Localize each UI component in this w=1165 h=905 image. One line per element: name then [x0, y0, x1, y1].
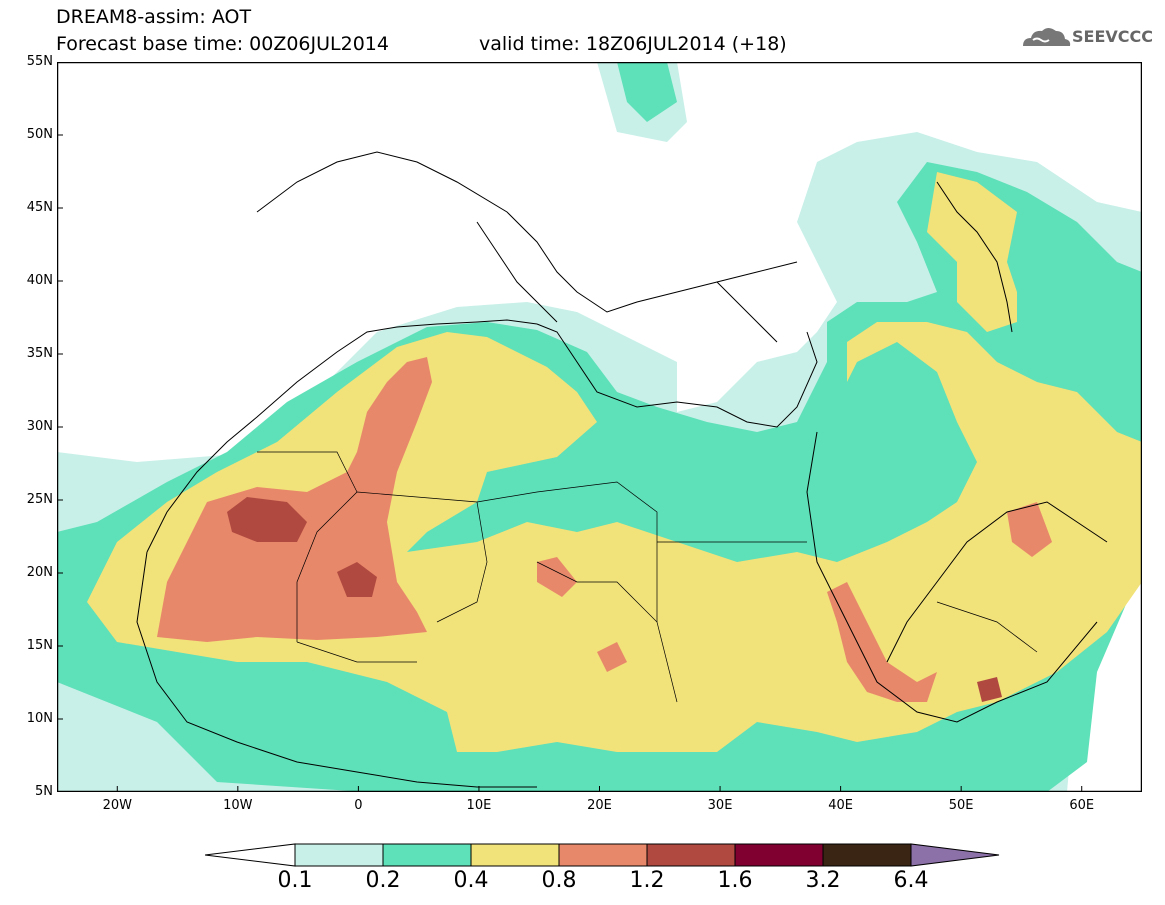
colorbar-label: 1.2: [629, 868, 665, 893]
colorbar-min-arrow: [205, 843, 296, 867]
colorbar-segment: [294, 843, 384, 867]
aot-field-1-2: [227, 497, 1002, 702]
lat-label: 50N: [26, 127, 53, 142]
lat-label: 30N: [26, 419, 53, 434]
colorbar-segment: [734, 843, 824, 867]
lat-label: 35N: [26, 346, 53, 361]
colorbar-segment: [382, 843, 472, 867]
colorbar: [205, 843, 1000, 867]
aot-map: [57, 62, 1142, 792]
colorbar-segment: [470, 843, 560, 867]
colorbar-segment: [558, 843, 648, 867]
colorbar-label: 0.1: [277, 868, 313, 893]
colorbar-label: 0.8: [541, 868, 577, 893]
lon-label: 10W: [223, 798, 253, 813]
lon-label: 20E: [587, 798, 612, 813]
colorbar-segment: [646, 843, 736, 867]
lon-label: 0: [354, 798, 363, 813]
map-title: DREAM8-assim: AOT: [56, 6, 252, 28]
lat-label: 45N: [26, 200, 53, 215]
lon-label: 40E: [828, 798, 853, 813]
colorbar-max-arrow: [910, 843, 1000, 867]
lon-label: 20W: [102, 798, 132, 813]
lat-label: 20N: [26, 565, 53, 580]
lat-label: 5N: [35, 784, 53, 799]
lon-label: 60E: [1069, 798, 1095, 813]
base-time: Forecast base time: 00Z06JUL2014: [56, 33, 389, 55]
colorbar-label: 0.4: [453, 868, 489, 893]
coastlines: [136, 151, 1108, 788]
colorbar-label: 1.6: [717, 868, 753, 893]
lat-label: 15N: [26, 638, 53, 653]
lon-label: 50E: [948, 798, 974, 813]
colorbar-label: 0.2: [365, 868, 401, 893]
country-borders: [257, 451, 1038, 703]
lon-label: 30E: [707, 798, 733, 813]
colorbar-label: 3.2: [805, 868, 841, 893]
lat-label: 25N: [26, 492, 53, 507]
cloud-logo-icon: [1023, 28, 1071, 46]
colorbar-label: 6.4: [893, 868, 929, 893]
valid-time: valid time: 18Z06JUL2014 (+18): [479, 33, 787, 55]
lat-label: 55N: [26, 54, 53, 69]
lat-label: 10N: [26, 711, 53, 726]
lat-label: 40N: [26, 273, 53, 288]
colorbar-segment: [822, 843, 912, 867]
logo-text: SEEVCCC: [1072, 27, 1153, 46]
lon-label: 10E: [466, 798, 492, 813]
